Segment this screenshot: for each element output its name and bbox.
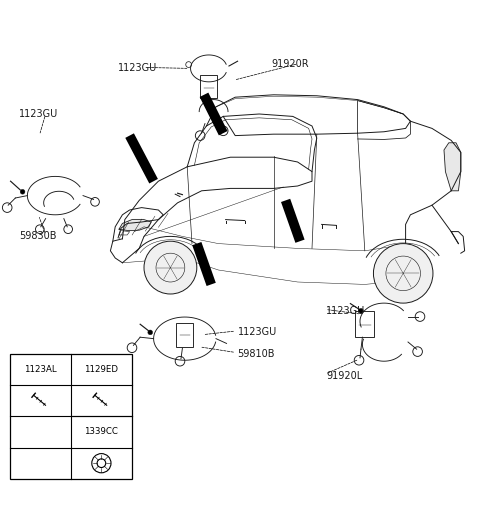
Circle shape [148,330,153,335]
Text: 1123GU: 1123GU [326,306,366,316]
Text: 1339CC: 1339CC [84,427,119,437]
Text: 1123GU: 1123GU [118,63,157,73]
Text: 1123GU: 1123GU [238,327,277,337]
Bar [355,311,374,337]
Bar [200,75,217,98]
Polygon shape [119,220,151,231]
Text: 1129ED: 1129ED [84,365,119,374]
Circle shape [373,244,433,303]
Polygon shape [444,143,461,191]
Text: 59810B: 59810B [238,349,275,359]
Text: 1123AL: 1123AL [24,365,57,374]
Text: 1123GU: 1123GU [19,109,59,119]
Circle shape [144,241,197,294]
Text: 91920R: 91920R [271,59,309,69]
Circle shape [359,309,363,313]
Bar [10,354,132,479]
Circle shape [20,189,25,194]
Bar [176,323,193,347]
Text: 91920L: 91920L [326,370,363,381]
Text: 59830B: 59830B [19,231,57,241]
